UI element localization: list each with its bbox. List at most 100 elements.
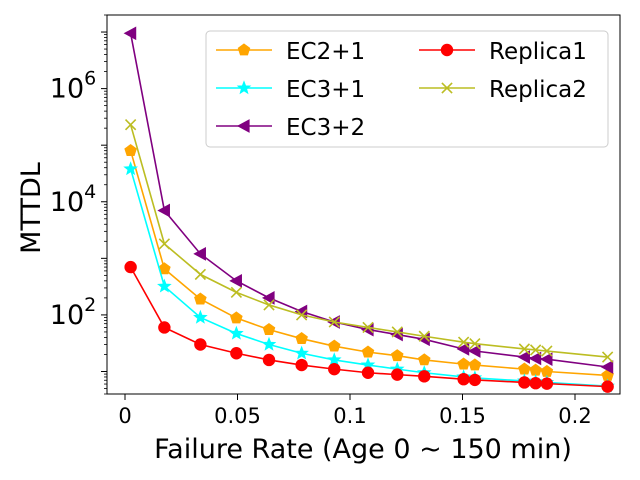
data-point xyxy=(418,370,431,383)
data-point xyxy=(457,357,470,370)
data-point xyxy=(157,203,170,218)
data-point xyxy=(194,268,207,281)
series-replica1 xyxy=(124,260,614,393)
data-point xyxy=(518,343,531,355)
legend-label: EC2+1 xyxy=(286,39,365,65)
data-point xyxy=(360,322,374,337)
y-tick-label: 104 xyxy=(50,181,96,218)
legend-item-ec3-1: EC3+1 xyxy=(216,77,365,103)
data-point xyxy=(158,321,171,334)
legend-item-ec2-1: EC2+1 xyxy=(216,39,365,65)
data-point xyxy=(123,26,137,41)
data-point xyxy=(469,338,481,350)
data-point xyxy=(124,119,137,131)
series-line xyxy=(129,124,608,358)
data-point xyxy=(236,80,252,95)
data-point xyxy=(362,321,374,334)
data-point xyxy=(417,353,431,366)
data-point xyxy=(468,358,482,371)
data-point xyxy=(441,82,453,94)
data-point xyxy=(457,336,470,348)
series-ec2-1 xyxy=(124,144,614,381)
legend-label: EC3+1 xyxy=(286,77,365,103)
y-axis: 102 104 106 xyxy=(50,14,107,395)
data-point xyxy=(193,309,208,324)
data-point xyxy=(601,351,614,363)
legend-label: Replica2 xyxy=(489,77,587,103)
y-tick-label: 102 xyxy=(50,294,96,331)
data-point xyxy=(440,43,454,57)
data-point xyxy=(230,311,243,324)
data-point xyxy=(124,144,137,157)
data-point xyxy=(263,299,275,311)
data-point xyxy=(328,316,340,328)
data-point xyxy=(194,292,207,305)
data-point xyxy=(236,119,250,133)
legend: EC2+1 EC3+1 EC3+2 Replica1 Replica2 xyxy=(205,30,609,148)
data-point xyxy=(601,380,614,393)
data-point xyxy=(158,238,171,250)
y-axis-label: MTTDL xyxy=(16,162,47,254)
series-replica2 xyxy=(124,119,614,363)
data-point xyxy=(457,373,470,386)
x-tick-label: 0 xyxy=(118,404,131,428)
data-point xyxy=(230,286,243,299)
data-point xyxy=(390,349,404,362)
data-point xyxy=(124,260,137,274)
x-tick-label: 0.2 xyxy=(558,404,591,428)
data-point xyxy=(123,161,138,176)
data-point xyxy=(529,344,542,356)
data-point xyxy=(295,309,308,321)
data-point xyxy=(158,262,171,275)
data-point xyxy=(294,345,309,360)
data-point xyxy=(328,362,341,376)
data-point xyxy=(237,43,251,56)
legend-item-replica1: Replica1 xyxy=(419,39,587,65)
data-point xyxy=(456,342,470,356)
data-point xyxy=(541,345,553,357)
x-axis-label: Failure Rate (Age 0 ~ 150 min) xyxy=(154,434,572,465)
data-point xyxy=(326,352,342,367)
data-point xyxy=(261,336,277,351)
data-point xyxy=(157,278,172,293)
data-point xyxy=(517,350,530,364)
data-point xyxy=(361,366,375,379)
data-point xyxy=(230,347,243,360)
data-point xyxy=(529,363,542,376)
data-point xyxy=(540,377,554,390)
data-point xyxy=(539,352,553,367)
data-point xyxy=(193,247,206,261)
x-tick-label: 0.15 xyxy=(439,404,486,428)
data-point xyxy=(418,330,430,342)
data-point xyxy=(295,332,308,345)
data-point xyxy=(229,274,242,288)
legend-label: EC3+2 xyxy=(286,115,365,141)
data-point xyxy=(229,325,244,340)
legend-item-ec3-2: EC3+2 xyxy=(216,115,365,141)
series-layer xyxy=(123,26,615,393)
data-point xyxy=(261,291,275,305)
data-point xyxy=(391,368,404,381)
data-point xyxy=(361,345,375,358)
x-tick-label: 0.1 xyxy=(333,404,366,428)
data-point xyxy=(295,358,308,372)
data-point xyxy=(467,344,481,358)
data-point xyxy=(529,377,542,390)
data-point xyxy=(600,360,614,374)
legend-box xyxy=(205,30,609,148)
y-tick-label: 106 xyxy=(50,68,96,105)
data-point xyxy=(194,338,207,351)
data-point xyxy=(518,376,531,389)
data-point xyxy=(468,373,482,387)
data-point xyxy=(262,322,276,335)
x-tick-label: 0.05 xyxy=(214,404,261,428)
data-point xyxy=(391,326,403,338)
x-axis: 0 0.05 0.1 0.15 0.2 xyxy=(118,394,592,428)
legend-label: Replica1 xyxy=(489,39,587,65)
data-point xyxy=(540,364,554,377)
data-point xyxy=(262,353,276,367)
data-point xyxy=(518,362,531,375)
data-point xyxy=(528,351,542,366)
data-point xyxy=(327,339,341,352)
